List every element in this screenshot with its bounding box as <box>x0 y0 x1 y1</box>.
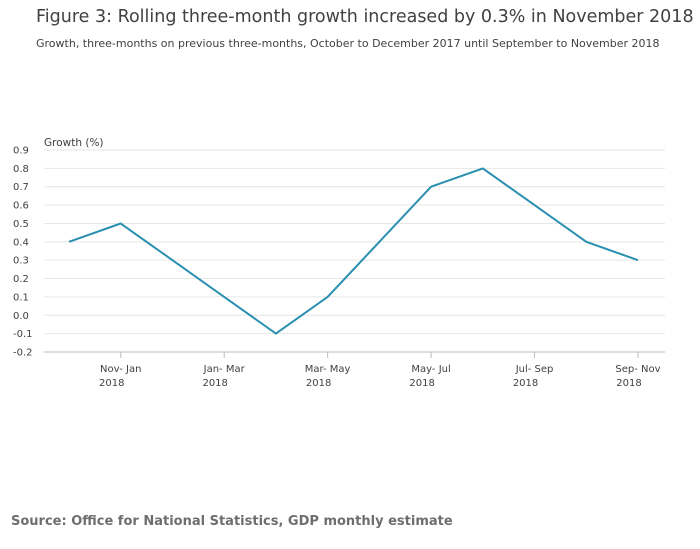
series-group <box>68 167 639 335</box>
y-tick-label: 0.9 <box>13 146 29 157</box>
y-tick-label: 0.0 <box>13 311 29 322</box>
y-tick-label: 0.1 <box>13 292 29 303</box>
series-line <box>68 167 639 335</box>
y-axis-ticks: 0.9 0.8 0.7 0.6 0.5 0.4 0.3 0.2 0.1 0.0 -0.1 -0.2 <box>13 146 33 359</box>
x-tick-year: 2018 <box>202 378 227 389</box>
x-tick-year: 2018 <box>99 378 124 389</box>
x-tick-label: Sep- Nov <box>615 364 660 375</box>
x-tick-label: Jul- Sep <box>515 364 554 375</box>
y-tick-label: -0.1 <box>13 329 33 340</box>
y-tick-label: 0.4 <box>13 237 29 248</box>
y-tick-label: 0.8 <box>13 164 29 175</box>
y-tick-label: 0.7 <box>13 182 29 193</box>
chart-subtitle: Growth, three-months on previous three-m… <box>36 37 660 50</box>
x-axis: Nov- Jan 2018 Jan- Mar 2018 Mar- May 2018 May-… <box>99 352 661 389</box>
x-tick-label: May- Jul <box>411 364 450 375</box>
grid-lines <box>44 149 665 353</box>
x-tick-year: 2018 <box>616 378 641 389</box>
chart-title: Figure 3: Rolling three-month growth inc… <box>36 7 694 27</box>
y-axis-label: Growth (%) <box>44 137 104 149</box>
y-tick-label: 0.2 <box>13 274 29 285</box>
x-tick-year: 2018 <box>409 378 434 389</box>
x-tick-label: Jan- Mar <box>203 364 246 375</box>
y-tick-label: -0.2 <box>13 348 33 359</box>
y-tick-label: 0.5 <box>13 219 29 230</box>
x-tick-year: 2018 <box>306 378 331 389</box>
y-tick-label: 0.6 <box>13 201 29 212</box>
x-tick-label: Mar- May <box>305 364 351 375</box>
source-note: Source: Office for National Statistics, … <box>11 514 453 529</box>
y-tick-label: 0.3 <box>13 256 29 267</box>
x-tick-year: 2018 <box>513 378 538 389</box>
x-tick-label: Nov- Jan <box>100 364 141 375</box>
